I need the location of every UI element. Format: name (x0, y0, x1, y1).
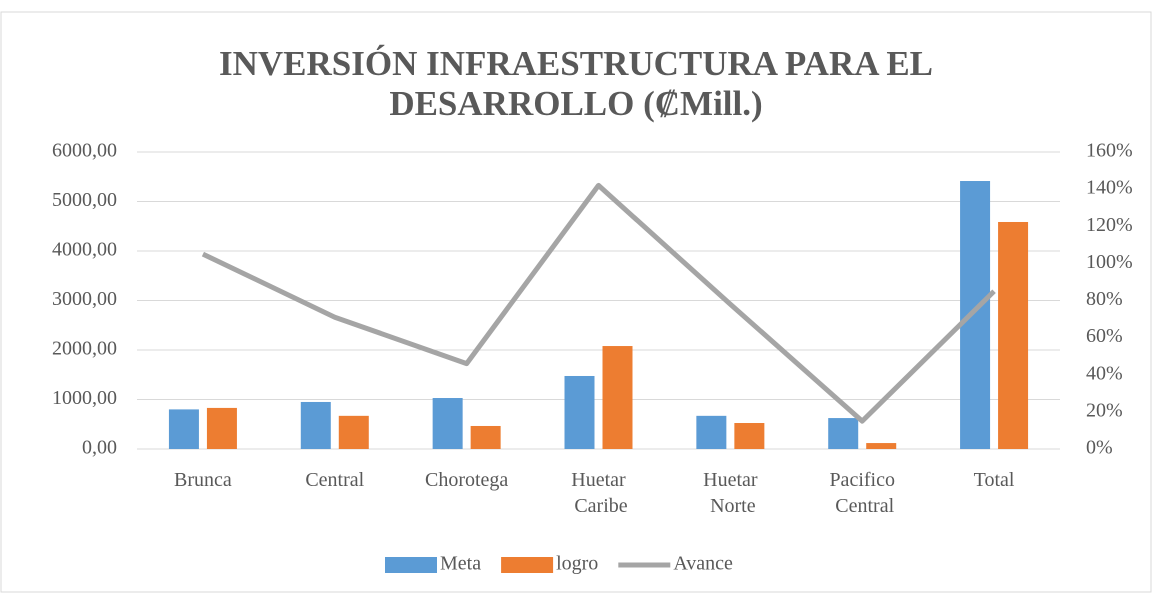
y-tick-label: 6000,00 (52, 140, 117, 162)
y2-tick-label: 100% (1086, 251, 1133, 273)
x-tick-label: Huetar Caribe (569, 469, 627, 517)
legend-swatch (501, 557, 554, 573)
bar (734, 423, 765, 449)
legend-label: Avance (673, 553, 733, 575)
y2-tick-label: 20% (1086, 399, 1123, 421)
y2-tick-label: 80% (1086, 288, 1123, 310)
y-tick-label: 2000,00 (52, 338, 117, 360)
bar (300, 401, 331, 449)
y-tick-label: 5000,00 (52, 189, 117, 211)
line (201, 182, 996, 424)
y2-tick-label: 140% (1086, 177, 1133, 199)
bar (168, 409, 199, 449)
y2-tick-label: 0% (1086, 437, 1113, 459)
legend-swatch (385, 557, 437, 573)
x-tick-label: Huetar Norte (703, 469, 758, 517)
bar (338, 415, 369, 449)
bar (432, 398, 463, 449)
bar (960, 181, 991, 449)
y-tick-label: 4000,00 (52, 239, 117, 261)
x-tick-label: Total (974, 469, 1015, 491)
y2-tick-label: 40% (1086, 362, 1123, 384)
bar (564, 375, 595, 449)
y-tick-label: 1000,00 (52, 387, 117, 409)
y-tick-label: 0,00 (82, 437, 117, 459)
y2-tick-label: 160% (1086, 140, 1133, 162)
bar (696, 415, 727, 449)
bar (602, 346, 633, 449)
bar (866, 443, 897, 449)
chart-border (0, 11, 1152, 593)
x-tick-label: Brunca (174, 469, 232, 491)
legend-label: Meta (440, 553, 481, 575)
bar (998, 221, 1029, 449)
y-tick-label: 3000,00 (52, 288, 117, 310)
y2-tick-label: 60% (1086, 325, 1123, 347)
x-tick-label: Pacifico Central (829, 469, 895, 517)
bar (828, 418, 859, 449)
x-tick-label: Central (305, 469, 364, 491)
y2-tick-label: 120% (1086, 214, 1133, 236)
bar (470, 425, 501, 449)
legend-label: logro (556, 553, 598, 575)
chart-title: INVERSIÓN INFRAESTRUCTURA PARA EL DESARR… (218, 44, 934, 123)
bar (206, 407, 237, 449)
x-tick-label: Chorotega (425, 469, 508, 491)
